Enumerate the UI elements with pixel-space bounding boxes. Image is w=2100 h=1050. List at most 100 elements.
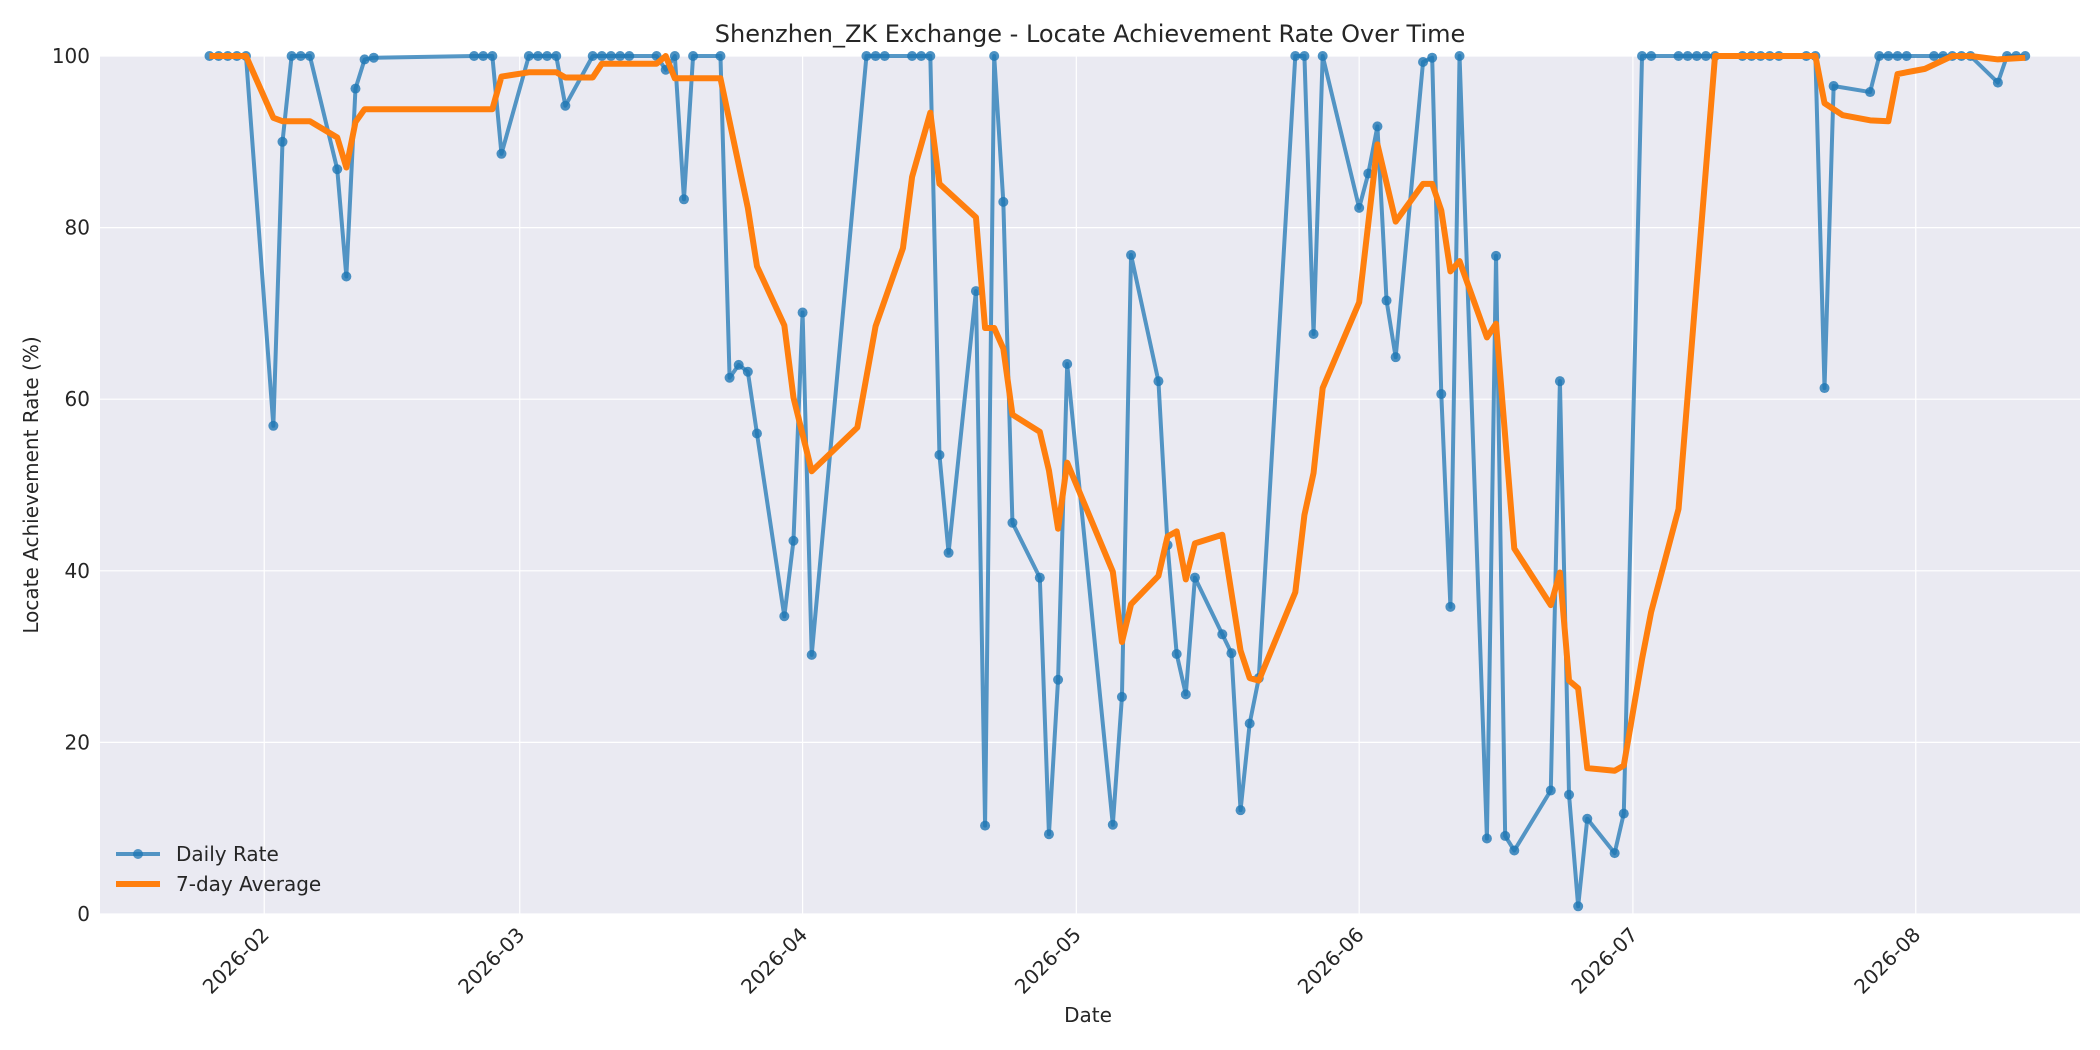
daily-rate-point xyxy=(1043,829,1054,840)
daily-rate-point xyxy=(1354,202,1365,213)
daily-rate-point xyxy=(1454,51,1465,61)
daily-rate-point xyxy=(359,54,370,65)
daily-rate-point xyxy=(286,51,297,61)
series-layer xyxy=(204,51,2031,912)
daily-rate-point xyxy=(879,51,890,61)
daily-rate-point xyxy=(1372,121,1383,132)
daily-rate-point xyxy=(1874,51,1885,61)
daily-rate-point xyxy=(1819,383,1830,394)
daily-rate-point xyxy=(751,428,762,439)
daily-rate-point xyxy=(478,51,489,61)
daily-rate-point xyxy=(1007,517,1018,528)
daily-rate-point xyxy=(1700,51,1711,61)
daily-rate-point xyxy=(1673,51,1684,61)
y-tick-label: 0 xyxy=(77,902,90,926)
daily-rate-point xyxy=(669,51,680,61)
daily-rate-point xyxy=(1491,250,1502,261)
daily-rate-point xyxy=(542,51,553,61)
daily-rate-point xyxy=(496,148,507,159)
daily-rate-point xyxy=(332,164,343,175)
y-tick-label: 100 xyxy=(52,44,90,68)
daily-rate-point xyxy=(304,51,315,61)
daily-rate-point xyxy=(806,649,817,660)
y-tick-label: 20 xyxy=(65,730,90,754)
daily-rate-point xyxy=(560,100,571,111)
daily-rate-point xyxy=(1381,295,1392,306)
daily-rate-point xyxy=(998,196,1009,207)
daily-rate-point xyxy=(1317,51,1328,61)
daily-rate-point xyxy=(1116,691,1127,702)
daily-rate-point xyxy=(551,51,562,61)
daily-rate-point xyxy=(1691,51,1702,61)
daily-rate-point xyxy=(733,359,744,370)
daily-rate-point xyxy=(724,372,735,383)
legend-daily-rate-label: Daily Rate xyxy=(176,842,279,866)
daily-rate-point xyxy=(1545,785,1556,796)
daily-rate-point xyxy=(870,51,881,61)
y-tick-label: 60 xyxy=(65,387,90,411)
daily-rate-point xyxy=(1217,629,1228,640)
daily-rate-point xyxy=(532,51,543,61)
daily-rate-point xyxy=(779,611,790,622)
daily-rate-point xyxy=(587,51,598,61)
daily-rate-point xyxy=(615,51,626,61)
daily-rate-point xyxy=(1573,901,1584,912)
daily-rate-point xyxy=(970,286,981,297)
daily-rate-point xyxy=(1892,51,1903,61)
daily-rate-point xyxy=(1189,572,1200,583)
daily-rate-point xyxy=(980,820,991,831)
daily-rate-point xyxy=(1290,51,1301,61)
daily-rate-point xyxy=(1427,52,1438,63)
daily-rate-point xyxy=(295,51,306,61)
daily-rate-point xyxy=(1481,833,1492,844)
daily-rate-point xyxy=(624,51,635,61)
daily-rate-point xyxy=(1053,674,1064,685)
daily-rate-point xyxy=(1682,51,1693,61)
daily-rate-point xyxy=(368,52,379,63)
daily-rate-point xyxy=(715,51,726,61)
daily-rate-point xyxy=(1865,87,1876,98)
daily-rate-point xyxy=(1500,830,1511,841)
chart-title: Shenzhen_ZK Exchange - Locate Achievemen… xyxy=(715,20,1466,48)
daily-rate-point xyxy=(1171,649,1182,660)
daily-rate-point xyxy=(916,51,927,61)
daily-rate-point xyxy=(1153,376,1164,387)
daily-rate-point xyxy=(523,51,534,61)
daily-rate-point xyxy=(788,535,799,546)
daily-rate-point xyxy=(469,51,480,61)
daily-rate-point xyxy=(1609,848,1620,859)
daily-rate-point xyxy=(341,271,352,282)
daily-rate-point xyxy=(925,51,936,61)
daily-rate-point xyxy=(688,51,699,61)
y-tick-label: 80 xyxy=(65,216,90,240)
daily-rate-point xyxy=(350,83,361,94)
x-axis-label: Date xyxy=(1064,1003,1112,1027)
daily-rate-point xyxy=(1299,51,1310,61)
legend: Daily Rate 7-day Average xyxy=(116,842,321,896)
legend-7-day-average-label: 7-day Average xyxy=(176,872,321,896)
daily-rate-point xyxy=(1929,51,1940,61)
daily-rate-point xyxy=(797,307,808,318)
plot-area xyxy=(100,56,2080,914)
daily-rate-point xyxy=(1390,352,1401,363)
daily-rate-point xyxy=(943,547,954,558)
daily-rate-point xyxy=(989,51,1000,61)
daily-rate-point xyxy=(605,51,616,61)
daily-rate-point xyxy=(1618,808,1629,819)
daily-rate-point xyxy=(1564,789,1575,800)
daily-rate-point xyxy=(1445,601,1456,612)
daily-rate-point xyxy=(1244,718,1255,729)
daily-rate-point xyxy=(1308,328,1319,339)
daily-rate-point xyxy=(1646,51,1657,61)
daily-rate-point xyxy=(596,51,607,61)
y-tick-label: 40 xyxy=(65,559,90,583)
daily-rate-point xyxy=(1180,689,1191,700)
daily-rate-point xyxy=(1235,805,1246,816)
daily-rate-point xyxy=(1554,376,1565,387)
daily-rate-point xyxy=(1062,359,1073,370)
y-axis-label: Locate Achievement Rate (%) xyxy=(19,336,43,633)
daily-rate-point xyxy=(742,366,753,377)
daily-rate-point xyxy=(487,51,498,61)
daily-rate-point xyxy=(1637,51,1648,61)
